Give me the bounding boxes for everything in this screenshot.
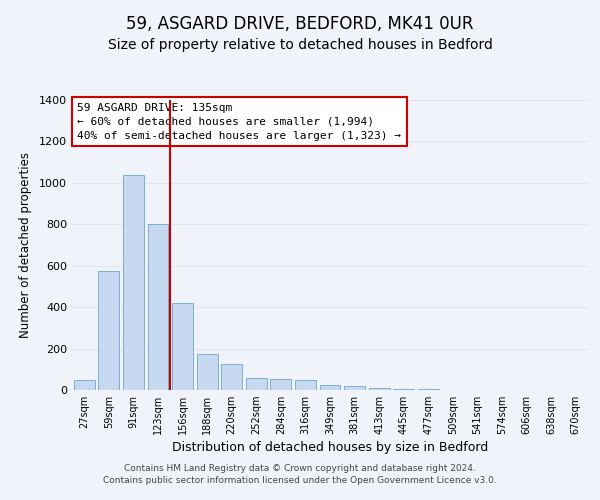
Bar: [74, 380, 95, 390]
Bar: [197, 354, 218, 390]
Bar: [320, 385, 340, 390]
X-axis label: Distribution of detached houses by size in Bedford: Distribution of detached houses by size …: [172, 442, 488, 454]
Bar: [148, 224, 169, 390]
Bar: [368, 388, 389, 390]
Text: 59, ASGARD DRIVE, BEDFORD, MK41 0UR: 59, ASGARD DRIVE, BEDFORD, MK41 0UR: [126, 15, 474, 33]
Text: Size of property relative to detached houses in Bedford: Size of property relative to detached ho…: [107, 38, 493, 52]
Bar: [271, 378, 292, 390]
Bar: [344, 386, 365, 390]
Text: 59 ASGARD DRIVE: 135sqm
← 60% of detached houses are smaller (1,994)
40% of semi: 59 ASGARD DRIVE: 135sqm ← 60% of detache…: [77, 103, 401, 141]
Bar: [221, 364, 242, 390]
Bar: [98, 271, 119, 390]
Bar: [393, 389, 414, 390]
Bar: [123, 174, 144, 390]
Bar: [295, 380, 316, 390]
Bar: [172, 303, 193, 390]
Text: Contains HM Land Registry data © Crown copyright and database right 2024.
Contai: Contains HM Land Registry data © Crown c…: [103, 464, 497, 485]
Bar: [246, 378, 267, 390]
Y-axis label: Number of detached properties: Number of detached properties: [19, 152, 32, 338]
